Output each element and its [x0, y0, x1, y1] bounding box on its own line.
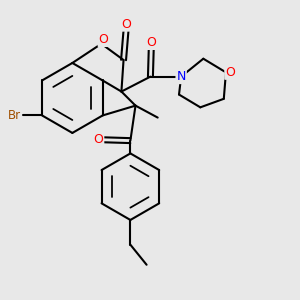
Text: O: O	[225, 66, 235, 79]
Text: O: O	[121, 18, 131, 31]
Text: N: N	[176, 70, 186, 83]
Text: O: O	[93, 133, 103, 146]
Text: Br: Br	[8, 109, 21, 122]
Text: O: O	[99, 33, 108, 46]
Text: O: O	[146, 36, 156, 49]
